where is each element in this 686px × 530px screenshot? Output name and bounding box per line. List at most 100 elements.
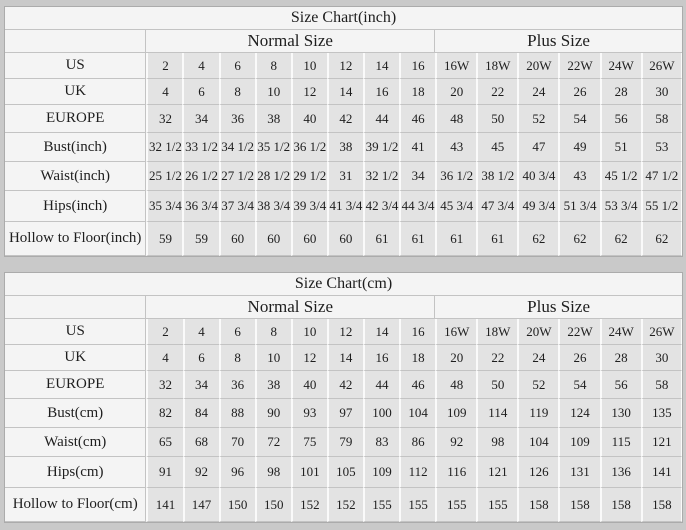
size-value-cell: 16W xyxy=(435,319,477,345)
size-value-cell: 8 xyxy=(254,53,291,79)
size-value-cell: 35 3/4 xyxy=(146,191,183,222)
size-value-cell: 45 3/4 xyxy=(435,191,477,222)
size-value-cell: 61 xyxy=(399,222,436,256)
size-value-cell: 24W xyxy=(599,53,641,79)
table-row: Waist(cm) 65 68 70 72 75 79 83 86 92 98 104 109 115 12… xyxy=(5,428,682,457)
size-chart-inch: Size Chart(inch) Normal Size Plus Size US 2 4… xyxy=(4,6,683,257)
column-group-plus-size: Plus Size xyxy=(435,30,682,53)
size-value-cell: 28 xyxy=(599,345,641,371)
size-value-cell: 112 xyxy=(399,457,436,488)
size-value-cell: 136 xyxy=(599,457,641,488)
size-value-cell: 104 xyxy=(517,428,559,457)
size-value-cell: 14 xyxy=(326,79,363,105)
size-value-cell: 4 xyxy=(146,79,183,105)
size-value-cell: 49 3/4 xyxy=(517,191,559,222)
size-value-cell: 40 xyxy=(290,371,327,399)
size-value-cell: 98 xyxy=(254,457,291,488)
table-row: EUROPE 32 34 36 38 40 42 44 46 48 50 52 54 56 58 xyxy=(5,105,682,133)
size-value-cell: 56 xyxy=(599,105,641,133)
size-value-cell: 104 xyxy=(399,399,436,428)
row-label: UK xyxy=(5,345,147,371)
size-value-cell: 48 xyxy=(435,371,477,399)
column-group-normal-size: Normal Size xyxy=(146,296,436,319)
size-value-cell: 92 xyxy=(435,428,477,457)
table-row: Waist(inch) 25 1/2 26 1/2 27 1/2 28 1/2 29 1/… xyxy=(5,162,682,191)
size-value-cell: 155 xyxy=(399,488,436,522)
size-value-cell: 155 xyxy=(362,488,400,522)
size-value-cell: 36 1/2 xyxy=(435,162,477,191)
size-value-cell: 59 xyxy=(182,222,219,256)
size-value-cell: 115 xyxy=(599,428,641,457)
size-value-cell: 158 xyxy=(640,488,682,522)
size-value-cell: 109 xyxy=(435,399,477,428)
size-value-cell: 60 xyxy=(290,222,327,256)
size-value-cell: 24 xyxy=(517,79,559,105)
size-value-cell: 32 xyxy=(146,105,183,133)
size-value-cell: 79 xyxy=(326,428,363,457)
size-value-cell: 36 1/2 xyxy=(290,133,327,162)
size-value-cell: 27 1/2 xyxy=(218,162,255,191)
size-value-cell: 38 xyxy=(254,371,291,399)
size-value-cell: 14 xyxy=(326,345,363,371)
size-value-cell: 60 xyxy=(218,222,255,256)
size-value-cell: 36 xyxy=(218,105,255,133)
size-value-cell: 38 xyxy=(326,133,363,162)
size-value-cell: 12 xyxy=(326,53,363,79)
size-value-cell: 52 xyxy=(517,105,559,133)
size-value-cell: 55 1/2 xyxy=(640,191,682,222)
size-value-cell: 4 xyxy=(182,319,219,345)
size-value-cell: 109 xyxy=(362,457,400,488)
size-value-cell: 40 xyxy=(290,105,327,133)
size-value-cell: 6 xyxy=(182,79,219,105)
size-value-cell: 60 xyxy=(254,222,291,256)
row-label: EUROPE xyxy=(5,371,147,399)
size-value-cell: 36 xyxy=(218,371,255,399)
size-value-cell: 83 xyxy=(362,428,400,457)
size-value-cell: 26W xyxy=(640,319,682,345)
size-value-cell: 10 xyxy=(254,345,291,371)
row-label: US xyxy=(5,53,147,79)
size-value-cell: 130 xyxy=(599,399,641,428)
size-value-cell: 97 xyxy=(326,399,363,428)
size-chart-cm: Size Chart(cm) Normal Size Plus Size US 2 4 6 8… xyxy=(4,272,683,523)
size-value-cell: 43 xyxy=(558,162,600,191)
size-value-cell: 45 xyxy=(476,133,518,162)
size-value-cell: 58 xyxy=(640,105,682,133)
size-value-cell: 12 xyxy=(290,345,327,371)
size-value-cell: 31 xyxy=(326,162,363,191)
size-value-cell: 105 xyxy=(326,457,363,488)
size-value-cell: 116 xyxy=(435,457,477,488)
size-value-cell: 147 xyxy=(182,488,219,522)
table-row: US 2 4 6 8 10 12 14 16 16W 18W 20W 22W 24W 26W xyxy=(5,53,682,79)
size-value-cell: 32 1/2 xyxy=(362,162,400,191)
row-label: UK xyxy=(5,79,147,105)
size-value-cell: 47 xyxy=(517,133,559,162)
size-value-cell: 25 1/2 xyxy=(146,162,183,191)
size-value-cell: 141 xyxy=(640,457,682,488)
size-value-cell: 68 xyxy=(182,428,219,457)
size-value-cell: 96 xyxy=(218,457,255,488)
size-value-cell: 54 xyxy=(558,371,600,399)
size-value-cell: 47 3/4 xyxy=(476,191,518,222)
size-value-cell: 42 xyxy=(326,371,363,399)
corner-cell xyxy=(5,296,147,319)
row-label: US xyxy=(5,319,147,345)
size-value-cell: 18W xyxy=(476,53,518,79)
size-value-cell: 86 xyxy=(399,428,436,457)
table-row: EUROPE 32 34 36 38 40 42 44 46 48 50 52 54 56 58 xyxy=(5,371,682,399)
size-value-cell: 38 1/2 xyxy=(476,162,518,191)
size-value-cell: 158 xyxy=(558,488,600,522)
column-group-row: Normal Size Plus Size xyxy=(5,296,682,319)
size-value-cell: 49 xyxy=(558,133,600,162)
size-value-cell: 124 xyxy=(558,399,600,428)
size-value-cell: 26 xyxy=(558,345,600,371)
size-value-cell: 41 xyxy=(399,133,436,162)
size-value-cell: 100 xyxy=(362,399,400,428)
size-value-cell: 24W xyxy=(599,319,641,345)
size-value-cell: 61 xyxy=(362,222,400,256)
table-title: Size Chart(cm) xyxy=(5,273,682,296)
size-value-cell: 24 xyxy=(517,345,559,371)
size-value-cell: 119 xyxy=(517,399,559,428)
size-value-cell: 91 xyxy=(146,457,183,488)
size-value-cell: 40 3/4 xyxy=(517,162,559,191)
